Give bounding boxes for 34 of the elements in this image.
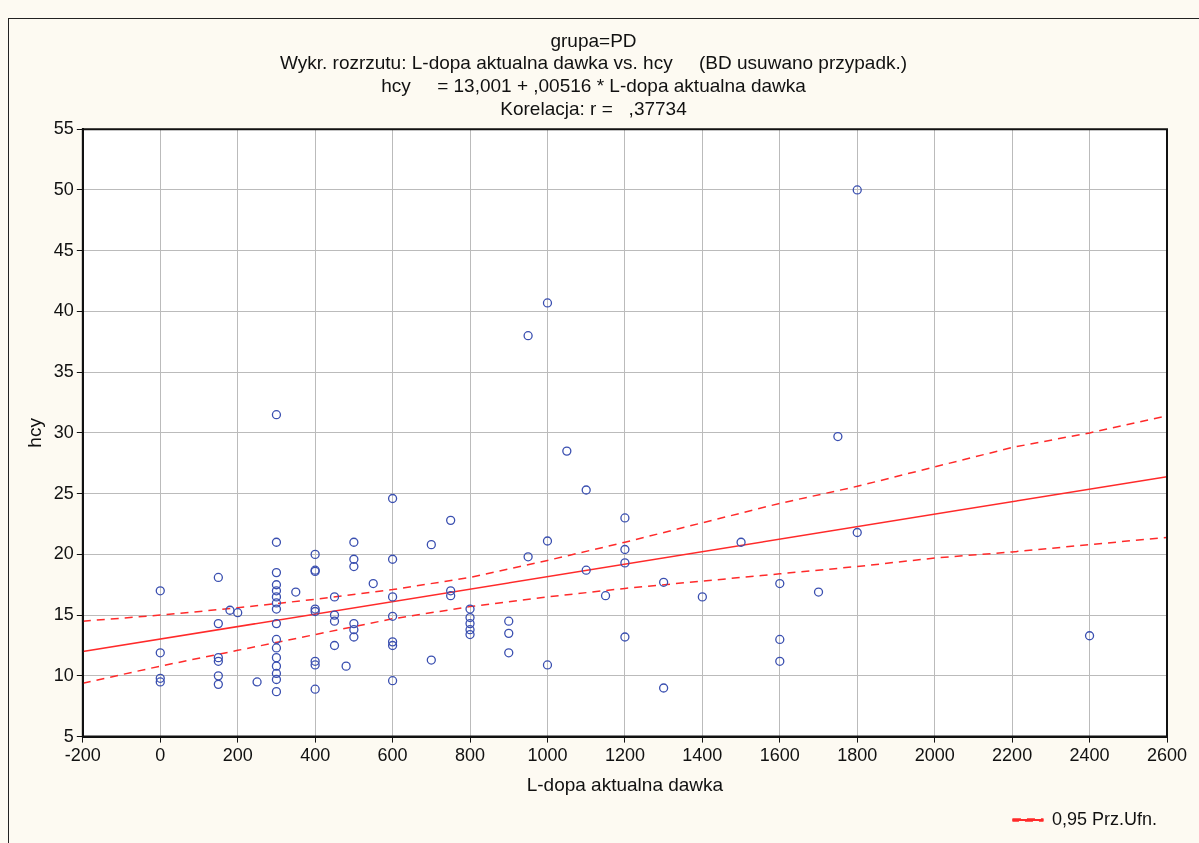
- x-axis-title: L-dopa aktualna dawka: [526, 773, 724, 795]
- text: Korelacja: r = ,37734: [500, 98, 688, 120]
- x-tick-label: 1800: [837, 745, 878, 766]
- x-tick-label: 2600: [1146, 745, 1188, 766]
- chart-subtitle: Wykr. rozrzutu: L-dopa aktualna dawka vs. hcy (BD usuwano przypadk.): [279, 52, 908, 74]
- x-tick-label: 800: [455, 745, 486, 766]
- y-axis-title: hcy: [23, 417, 45, 448]
- x-tick-label: 1600: [759, 745, 800, 766]
- x-tick-label: -200: [64, 745, 101, 766]
- x-tick-label: 1400: [682, 745, 723, 766]
- x-tick-label: 200: [222, 745, 253, 766]
- chart-title: grupa=PD: [550, 29, 637, 51]
- x-tick-label: 0: [155, 745, 166, 766]
- y-tick-label: 25: [53, 482, 74, 503]
- y-tick-label: 30: [53, 421, 74, 442]
- x-tick-label: 600: [377, 745, 408, 766]
- text: hcy = 13,001 + ,00516 * L-dopa aktualna dawka: [381, 75, 807, 97]
- legend-label: 0,95 Prz.Ufn.: [1051, 808, 1157, 829]
- y-tick-label: 55: [53, 118, 74, 139]
- x-tick-label: 2400: [1069, 745, 1110, 766]
- y-tick-label: 15: [53, 604, 74, 625]
- y-tick-label: 5: [63, 725, 74, 746]
- y-tick-label: 40: [53, 300, 74, 321]
- y-tick-label: 35: [53, 361, 74, 382]
- y-tick-label: 45: [53, 239, 74, 260]
- x-tick-label: 1200: [604, 745, 645, 766]
- x-tick-label: 2000: [914, 745, 955, 766]
- y-tick-label: 10: [53, 664, 74, 685]
- y-tick-label: 50: [53, 178, 74, 199]
- y-tick-label: 20: [53, 543, 74, 564]
- x-tick-label: 400: [300, 745, 331, 766]
- x-tick-label: 1000: [527, 745, 568, 766]
- line-series: [82, 536, 1167, 684]
- x-tick-label: 2200: [992, 745, 1033, 766]
